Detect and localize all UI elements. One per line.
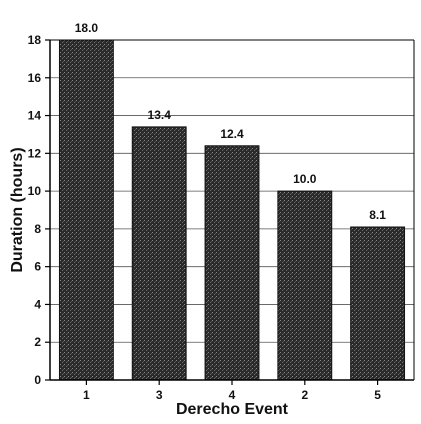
data-label: 12.4 (220, 127, 244, 141)
y-tick-label: 8 (34, 222, 41, 236)
y-tick-label: 18 (28, 33, 42, 47)
y-tick-label: 6 (34, 260, 41, 274)
x-axis-title: Derecho Event (176, 401, 289, 418)
bars (58, 39, 406, 381)
y-tick-label: 14 (28, 109, 42, 123)
x-tick-label: 4 (229, 388, 236, 402)
data-label: 10.0 (293, 172, 317, 186)
data-label: 18.0 (75, 21, 99, 35)
x-tick-label: 5 (374, 388, 381, 402)
x-tick-label: 2 (301, 388, 308, 402)
bar (204, 145, 260, 381)
data-label: 8.1 (369, 208, 386, 222)
labels: 0 2 4 6 8 10 12 14 16 18 18.0 1 13.4 3 12.4 4 10.0 2 8.1 5 (28, 21, 387, 402)
x-tick-label: 1 (83, 388, 90, 402)
bar (350, 226, 406, 381)
y-tick-label: 10 (28, 184, 42, 198)
bar (277, 190, 333, 381)
axes (45, 39, 415, 385)
bar (131, 126, 187, 381)
y-tick-label: 12 (28, 146, 42, 160)
y-tick-label: 2 (34, 335, 41, 349)
y-tick-label: 4 (34, 297, 41, 311)
y-tick-label: 16 (28, 71, 42, 85)
y-tick-label: 0 (34, 373, 41, 387)
data-label: 13.4 (148, 108, 172, 122)
bar (58, 39, 114, 381)
x-tick-label: 3 (156, 388, 163, 402)
y-axis-title: Duration (hours) (9, 147, 26, 272)
